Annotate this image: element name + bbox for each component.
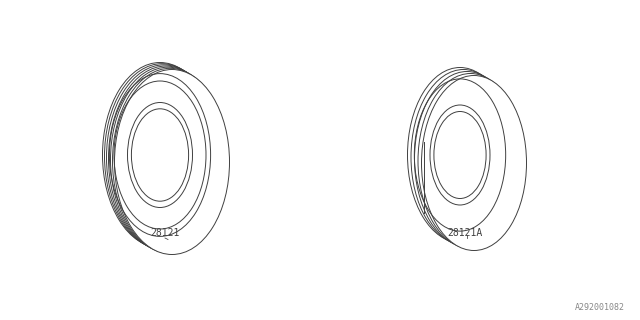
Text: A292001082: A292001082 (575, 303, 625, 312)
Ellipse shape (127, 102, 193, 207)
Ellipse shape (430, 105, 490, 205)
Text: 28121A: 28121A (447, 228, 483, 238)
Ellipse shape (422, 76, 527, 251)
Text: 28121: 28121 (150, 228, 180, 238)
Ellipse shape (115, 69, 230, 254)
